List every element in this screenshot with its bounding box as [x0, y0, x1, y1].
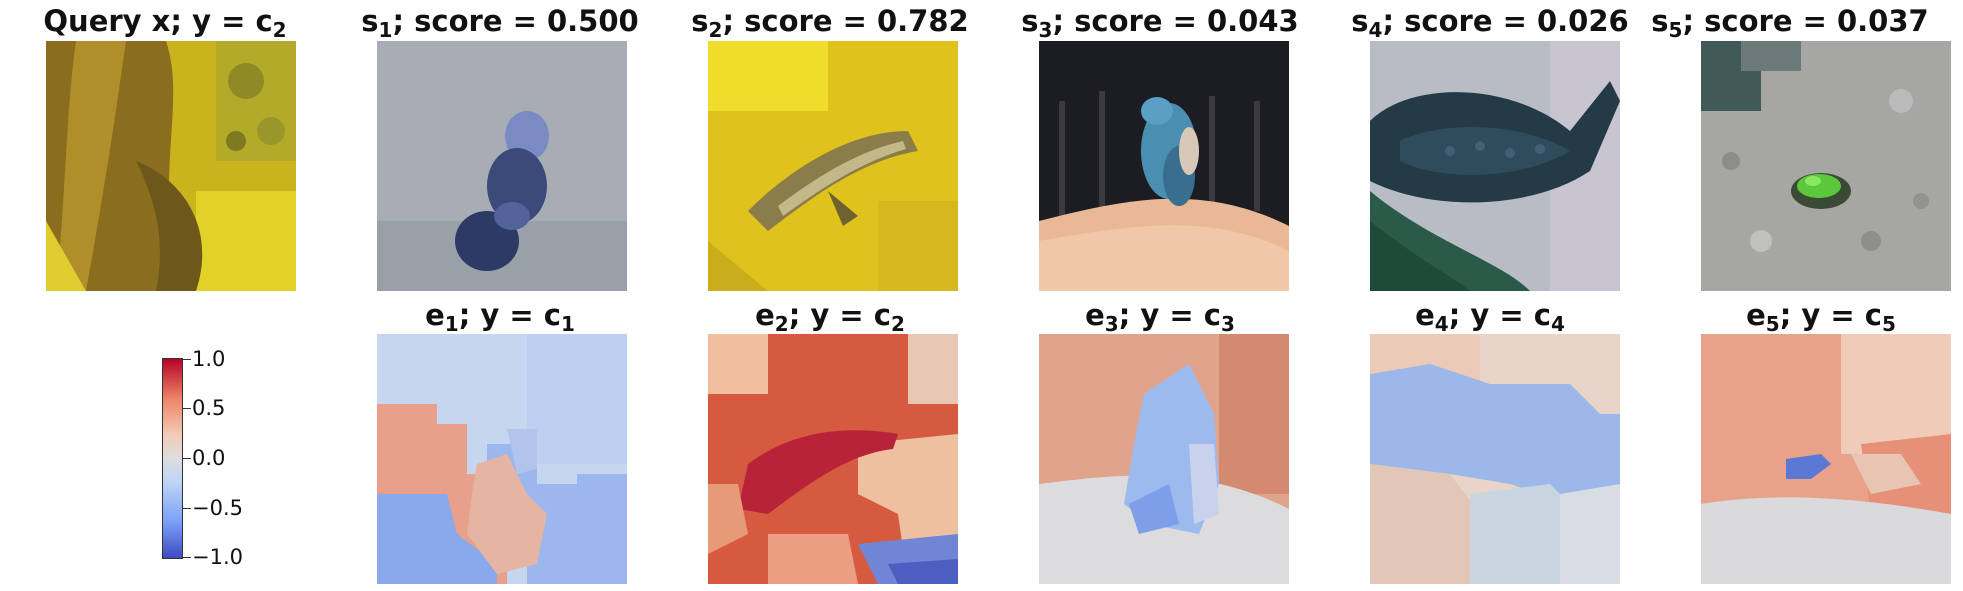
explanation-heatmap	[1370, 334, 1620, 584]
sample-title: s1; score = 0.500	[361, 4, 639, 42]
sample-picture	[1701, 41, 1951, 291]
sample-title: s3; score = 0.043	[1021, 4, 1299, 42]
explanation-heatmap	[377, 334, 627, 584]
colorbar-tick	[183, 359, 191, 360]
colorbar-tick-label: −1.0	[192, 545, 243, 569]
explanation-title: e2; y = c2	[755, 298, 905, 336]
explanation-title: e3; y = c3	[1085, 298, 1235, 336]
colorbar-tick	[183, 557, 191, 558]
sample-title: s5; score = 0.037	[1651, 4, 1929, 42]
query-picture	[46, 41, 296, 291]
heatmap-picture	[1370, 334, 1620, 584]
sample-title: s4; score = 0.026	[1351, 4, 1629, 42]
sample-image	[708, 41, 958, 291]
sample-image	[1370, 41, 1620, 291]
colorbar-tick-label: 0.0	[192, 446, 226, 470]
explanation-heatmap	[708, 334, 958, 584]
sample-image	[1039, 41, 1289, 291]
heatmap-picture	[1701, 334, 1951, 584]
colorbar	[162, 358, 183, 559]
sample-picture	[377, 41, 627, 291]
sample-picture	[1039, 41, 1289, 291]
sample-picture	[708, 41, 958, 291]
sample-picture	[1370, 41, 1620, 291]
explanation-title: e1; y = c1	[425, 298, 575, 336]
explanation-title: e5; y = c5	[1746, 298, 1896, 336]
colorbar-tick-label: 1.0	[192, 347, 226, 371]
sample-image	[1701, 41, 1951, 291]
heatmap-picture	[1039, 334, 1289, 584]
colorbar-tick	[183, 408, 191, 409]
explanation-title: e4; y = c4	[1415, 298, 1565, 336]
colorbar-tick-label: 0.5	[192, 396, 226, 420]
heatmap-picture	[377, 334, 627, 584]
colorbar-tick	[183, 508, 191, 509]
explanation-heatmap	[1701, 334, 1951, 584]
sample-image	[377, 41, 627, 291]
query-image	[46, 41, 296, 291]
heatmap-picture	[708, 334, 958, 584]
colorbar-tick-label: −0.5	[192, 496, 243, 520]
query-title: Query x; y = c2	[43, 4, 287, 42]
sample-title: s2; score = 0.782	[691, 4, 969, 42]
colorbar-tick	[183, 458, 191, 459]
explanation-heatmap	[1039, 334, 1289, 584]
